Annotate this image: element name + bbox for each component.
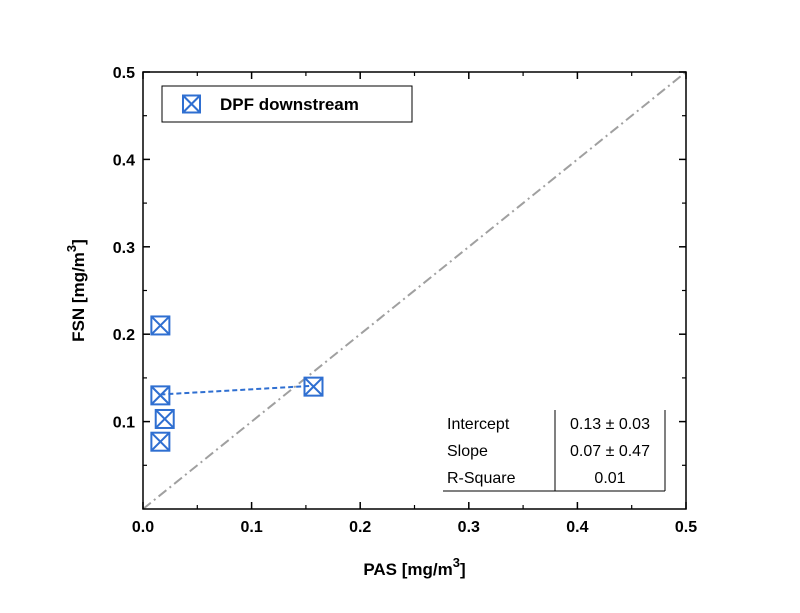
x-tick-label-0: 0.0 bbox=[132, 519, 154, 536]
identity-line-layer bbox=[142, 71, 687, 510]
stats-label-r-square: R-Square bbox=[447, 470, 516, 487]
data-point-3 bbox=[150, 431, 171, 452]
stats-label-slope: Slope bbox=[447, 443, 488, 460]
x-axis-title: PAS [mg/m3] bbox=[363, 555, 465, 579]
stats-value-r-square: 0.01 bbox=[594, 470, 625, 487]
y-tick-label-1: 0.2 bbox=[113, 327, 135, 344]
ticks-layer: 0.0 0.1 0.2 0.3 0.4 0.5 0.1 0.2 0.3 0.4 0.5 bbox=[113, 65, 697, 536]
data-points-layer bbox=[150, 315, 324, 452]
x-tick-label-5: 0.5 bbox=[675, 519, 697, 536]
stats-label-intercept: Intercept bbox=[447, 416, 510, 433]
x-tick-label-2: 0.2 bbox=[349, 519, 371, 536]
legend-marker bbox=[182, 94, 201, 114]
stats-value-intercept: 0.13 ± 0.03 bbox=[570, 416, 650, 433]
data-point-2 bbox=[154, 408, 175, 429]
y-axis-title: FSN [mg/m3] bbox=[64, 239, 88, 342]
x-tick-label-1: 0.1 bbox=[240, 519, 262, 536]
data-point-0 bbox=[150, 315, 171, 336]
y-tick-label-4: 0.5 bbox=[113, 65, 135, 82]
fit-line-layer bbox=[160, 384, 314, 396]
y-tick-label-0: 0.1 bbox=[113, 415, 135, 432]
stats-table: Intercept 0.13 ± 0.03 Slope 0.07 ± 0.47 … bbox=[443, 410, 666, 492]
identity-line bbox=[142, 71, 687, 510]
x-tick-label-3: 0.3 bbox=[458, 519, 480, 536]
data-point-1 bbox=[150, 385, 171, 406]
y-tick-label-2: 0.3 bbox=[113, 240, 135, 257]
legend-box bbox=[161, 85, 413, 123]
stats-value-slope: 0.07 ± 0.47 bbox=[570, 443, 650, 460]
data-point-4 bbox=[303, 376, 324, 397]
legend: DPF downstream bbox=[161, 85, 413, 123]
y-tick-label-3: 0.4 bbox=[113, 152, 135, 169]
fit-line bbox=[160, 384, 314, 396]
legend-label: DPF downstream bbox=[220, 95, 359, 114]
x-tick-label-4: 0.4 bbox=[566, 519, 588, 536]
